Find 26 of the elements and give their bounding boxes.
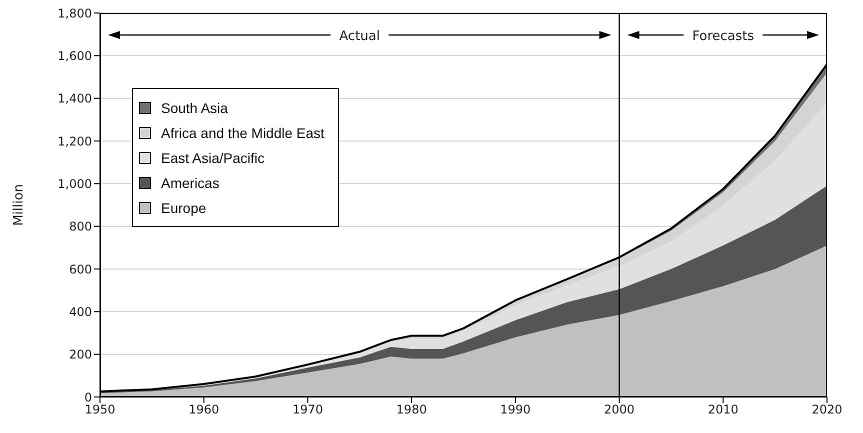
y-tick-label: 800	[69, 220, 92, 234]
y-tick-label: 0	[84, 390, 92, 404]
legend-label: East Asia/Pacific	[161, 150, 264, 166]
y-tick-label: 1,000	[58, 176, 92, 191]
y-tick-label: 200	[69, 348, 92, 362]
x-tick-label: 1950	[84, 402, 116, 417]
y-axis-title: Million	[12, 184, 27, 226]
y-tick-label: 600	[69, 262, 92, 276]
x-tick-label: 1990	[500, 402, 531, 417]
y-tick-label: 400	[69, 304, 92, 319]
y-tick-label: 1,800	[58, 6, 92, 20]
x-tick-label: 1970	[292, 402, 323, 417]
y-tick-label: 1,400	[58, 92, 92, 106]
legend-label: Europe	[161, 200, 206, 216]
x-tick-label: 1960	[188, 402, 220, 417]
legend-label: Americas	[161, 174, 220, 190]
legend-label: South Asia	[161, 100, 228, 116]
x-tick-label: 2010	[708, 402, 738, 417]
legend-label: Africa and the Middle East	[161, 124, 324, 140]
y-tick-label: 1,600	[58, 48, 92, 63]
annotation: Forecasts	[692, 29, 754, 44]
x-tick-label: 2020	[812, 402, 842, 417]
annotation: Actual	[339, 29, 380, 44]
x-tick-label: 2000	[604, 402, 635, 417]
x-tick-label: 1980	[396, 402, 427, 417]
y-tick-label: 1,200	[58, 134, 92, 148]
